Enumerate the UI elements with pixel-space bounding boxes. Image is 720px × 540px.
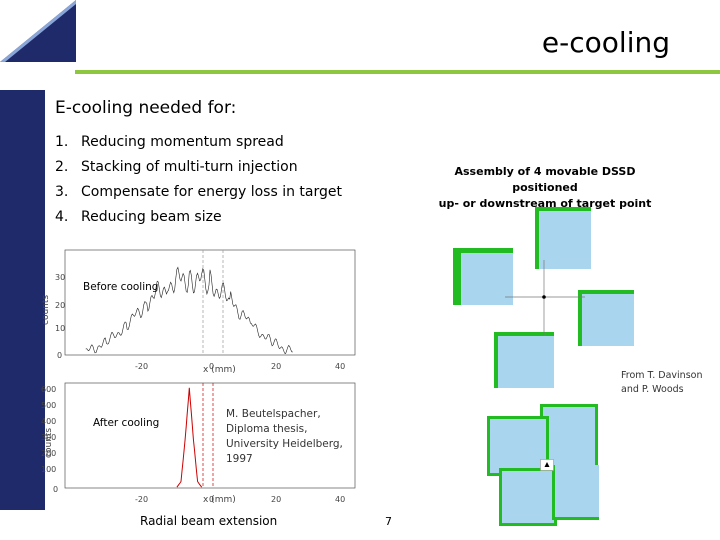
list-text: Reducing beam size xyxy=(81,209,222,225)
title-rule xyxy=(75,70,720,74)
data-series-line xyxy=(85,266,293,354)
target-crosshair-icon xyxy=(505,260,585,335)
before-cooling-label: Before cooling xyxy=(83,281,159,293)
before-cooling-plot: 30 20 10 0 -20 0 20 40 counts x (mm) xyxy=(41,249,356,375)
content-panel xyxy=(45,90,370,510)
x-axis-label: x (mm) xyxy=(203,495,236,503)
credit-line: From T. Davinson xyxy=(621,370,703,381)
list-number: 2. xyxy=(55,159,69,175)
xtick-label: 40 xyxy=(335,362,345,371)
after-cooling-label: After cooling xyxy=(93,417,160,429)
ytick-label: 30 xyxy=(55,273,65,282)
y-axis-label: counts xyxy=(44,428,54,458)
xtick-label: 0 xyxy=(209,495,214,503)
ytick-label: 300 xyxy=(41,433,56,442)
x-axis-label: x (mm) xyxy=(203,365,236,375)
list-number: 4. xyxy=(55,209,69,225)
slide-title: e-cooling xyxy=(541,26,670,59)
data-series-line xyxy=(176,387,203,488)
after-cooling-plot: 600 500 400 300 200 100 0 -20 0 20 40 co… xyxy=(41,382,356,503)
detector-overlap-bottom xyxy=(499,468,557,526)
list-item: 4. Reducing beam size xyxy=(55,209,355,227)
list-number: 1. xyxy=(55,134,69,150)
xtick-label: 20 xyxy=(271,362,281,371)
beutelspacher-credit: M. Beutelspacher, Diploma thesis, Univer… xyxy=(226,407,343,467)
detector-bottom xyxy=(494,332,554,388)
davinson-credit: From T. Davinson and P. Woods xyxy=(621,369,702,397)
list-text: Stacking of multi-turn injection xyxy=(81,159,298,175)
list-number: 3. xyxy=(55,184,69,200)
ytick-label: 200 xyxy=(41,449,56,458)
list-text: Compensate for energy loss in target xyxy=(81,184,342,200)
detector-top xyxy=(535,207,591,269)
credit-line: and P. Woods xyxy=(621,384,684,395)
ytick-label: 100 xyxy=(41,465,56,474)
xtick-label: 40 xyxy=(335,495,345,503)
credit-line: University Heidelberg, xyxy=(226,438,343,450)
y-axis-label: counts xyxy=(41,295,51,325)
assembly-caption-line: up- or downstream of target point xyxy=(438,197,652,210)
ytick-label: 500 xyxy=(41,401,56,410)
radial-caption: Radial beam extension xyxy=(140,514,278,528)
logo-triangle-icon xyxy=(0,0,76,62)
list-item: 3. Compensate for energy loss in target xyxy=(55,184,375,202)
assembly-caption-line: Assembly of 4 movable DSSD positioned xyxy=(454,165,636,194)
xtick-label: -20 xyxy=(135,495,148,503)
plot-frame xyxy=(64,382,356,489)
ytick-label: 20 xyxy=(55,301,65,310)
credit-line: Diploma thesis, xyxy=(226,423,308,435)
target-point-icon xyxy=(540,459,554,471)
assembly-caption: Assembly of 4 movable DSSD positioned up… xyxy=(425,164,665,212)
list-item: 2. Stacking of multi-turn injection xyxy=(55,159,355,177)
credit-line: M. Beutelspacher, xyxy=(226,408,321,420)
list-item: 1. Reducing momentum spread xyxy=(55,134,355,152)
detector-overlap-right xyxy=(552,465,599,520)
detector-left xyxy=(453,248,513,305)
ytick-label: 0 xyxy=(57,351,62,360)
page-number: 7 xyxy=(385,515,392,528)
left-decor-band xyxy=(0,90,45,510)
list-heading: E-cooling needed for: xyxy=(55,98,237,118)
ytick-label: 10 xyxy=(55,324,65,333)
xtick-label: 20 xyxy=(271,495,281,503)
credit-line: 1997 xyxy=(226,453,253,465)
ytick-label: 0 xyxy=(53,485,58,494)
plot-frame xyxy=(64,249,356,356)
ytick-label: 400 xyxy=(41,417,56,426)
xtick-label: 0 xyxy=(209,362,214,371)
ytick-label: 600 xyxy=(41,385,56,394)
list-text: Reducing momentum spread xyxy=(81,134,284,150)
xtick-label: -20 xyxy=(135,362,148,371)
detector-right xyxy=(578,290,634,346)
